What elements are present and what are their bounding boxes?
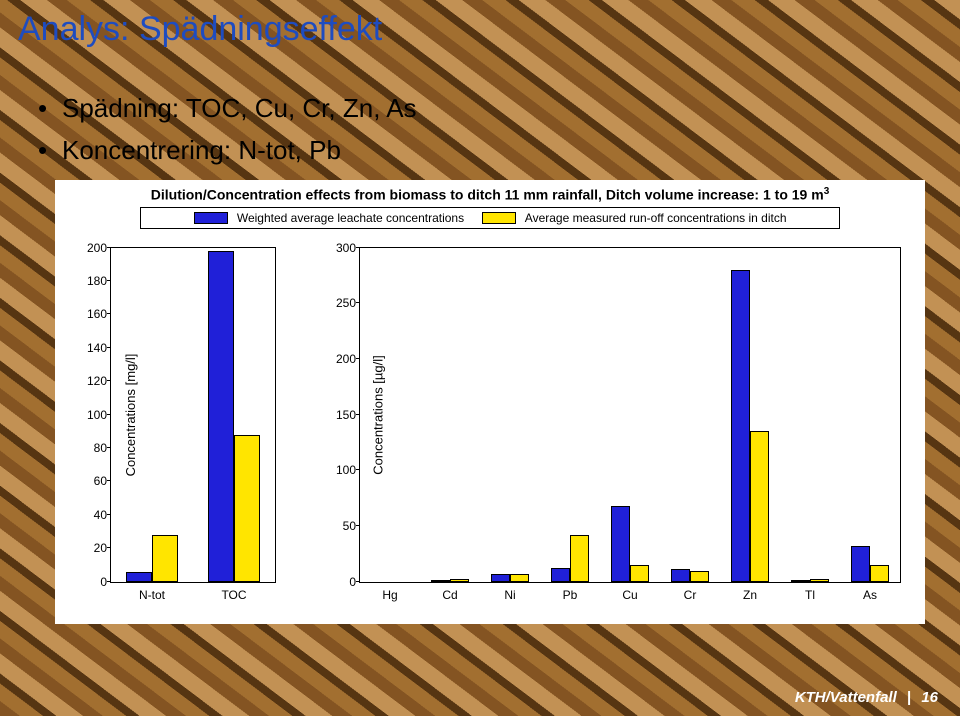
ytick-label: 200 bbox=[328, 352, 356, 366]
ytick-label: 40 bbox=[79, 508, 107, 522]
ylabel-right: Concentrations [µg/l] bbox=[370, 355, 385, 475]
ytick-label: 150 bbox=[328, 408, 356, 422]
chart-title-sup: 3 bbox=[824, 186, 830, 197]
ytick-label: 160 bbox=[79, 307, 107, 321]
bullet-list: Spädning: TOC, Cu, Cr, Zn, As Koncentrer… bbox=[62, 88, 417, 171]
bar-series1 bbox=[671, 569, 690, 581]
footer-separator: | bbox=[907, 689, 911, 706]
bar-series2 bbox=[510, 574, 529, 582]
bullet-item: Spädning: TOC, Cu, Cr, Zn, As bbox=[62, 88, 417, 130]
bar-series2 bbox=[450, 579, 469, 581]
xtick-label: As bbox=[863, 588, 877, 602]
ytick-label: 180 bbox=[79, 274, 107, 288]
bar-series1 bbox=[431, 580, 450, 582]
bar-series2 bbox=[690, 571, 709, 582]
xtick-label: Pb bbox=[563, 588, 578, 602]
xtick-label: TOC bbox=[221, 588, 246, 602]
chart-title-text: Dilution/Concentration effects from biom… bbox=[151, 187, 824, 203]
ytick-label: 120 bbox=[79, 374, 107, 388]
xtick-label: N-tot bbox=[139, 588, 165, 602]
bar-series1 bbox=[208, 251, 234, 582]
bar-series2 bbox=[630, 565, 649, 582]
bar-series1 bbox=[851, 546, 870, 582]
bar-series1 bbox=[731, 270, 750, 582]
xtick-label: Zn bbox=[743, 588, 757, 602]
legend-item-2: Average measured run-off concentrations … bbox=[482, 211, 786, 225]
bar-series2 bbox=[152, 535, 178, 582]
footer-page: 16 bbox=[921, 689, 938, 706]
xtick-label: Cu bbox=[622, 588, 637, 602]
bar-series1 bbox=[126, 572, 152, 582]
ytick-label: 20 bbox=[79, 541, 107, 555]
ytick-label: 140 bbox=[79, 341, 107, 355]
ytick-label: 80 bbox=[79, 441, 107, 455]
legend-label-1: Weighted average leachate concentrations bbox=[237, 211, 464, 225]
bar-series1 bbox=[551, 568, 570, 581]
ytick-label: 0 bbox=[79, 575, 107, 589]
legend-swatch-1 bbox=[194, 212, 228, 224]
footer: KTH/Vattenfall | 16 bbox=[795, 689, 938, 706]
bar-series2 bbox=[870, 565, 889, 582]
ytick-label: 60 bbox=[79, 474, 107, 488]
bar-series2 bbox=[570, 535, 589, 582]
chart-title: Dilution/Concentration effects from biom… bbox=[55, 180, 925, 205]
legend: Weighted average leachate concentrations… bbox=[140, 207, 840, 229]
xtick-label: Ni bbox=[504, 588, 515, 602]
bar-series2 bbox=[750, 431, 769, 581]
legend-label-2: Average measured run-off concentrations … bbox=[525, 211, 787, 225]
bullet-item: Koncentrering: N-tot, Pb bbox=[62, 130, 417, 172]
xtick-label: Tl bbox=[805, 588, 815, 602]
bar-series2 bbox=[234, 435, 260, 582]
ytick-label: 50 bbox=[328, 519, 356, 533]
xtick-label: Hg bbox=[382, 588, 397, 602]
subplot-left: Concentrations [mg/l] 020406080100120140… bbox=[110, 247, 276, 583]
slide-title: Analys: Spädningseffekt bbox=[18, 10, 382, 49]
legend-swatch-2 bbox=[482, 212, 516, 224]
bar-series2 bbox=[810, 579, 829, 581]
ytick-label: 100 bbox=[328, 463, 356, 477]
bar-series1 bbox=[791, 580, 810, 582]
legend-item-1: Weighted average leachate concentrations bbox=[194, 211, 465, 225]
xtick-label: Cr bbox=[684, 588, 697, 602]
bar-series1 bbox=[611, 506, 630, 582]
chart-panel: Dilution/Concentration effects from biom… bbox=[55, 180, 925, 624]
ytick-label: 300 bbox=[328, 241, 356, 255]
ytick-label: 250 bbox=[328, 296, 356, 310]
xtick-label: Cd bbox=[442, 588, 457, 602]
plot-area: Concentrations [mg/l] 0 20 40 60 80 100 120 140… bbox=[55, 233, 925, 613]
subplot-right: Concentrations [µg/l] 050100150200250300… bbox=[359, 247, 901, 583]
ytick-label: 0 bbox=[328, 575, 356, 589]
ytick-label: 200 bbox=[79, 241, 107, 255]
ytick-label: 100 bbox=[79, 408, 107, 422]
bar-series1 bbox=[491, 574, 510, 582]
footer-org: KTH/Vattenfall bbox=[795, 689, 897, 706]
ylabel-left: Concentrations [mg/l] bbox=[123, 353, 138, 476]
